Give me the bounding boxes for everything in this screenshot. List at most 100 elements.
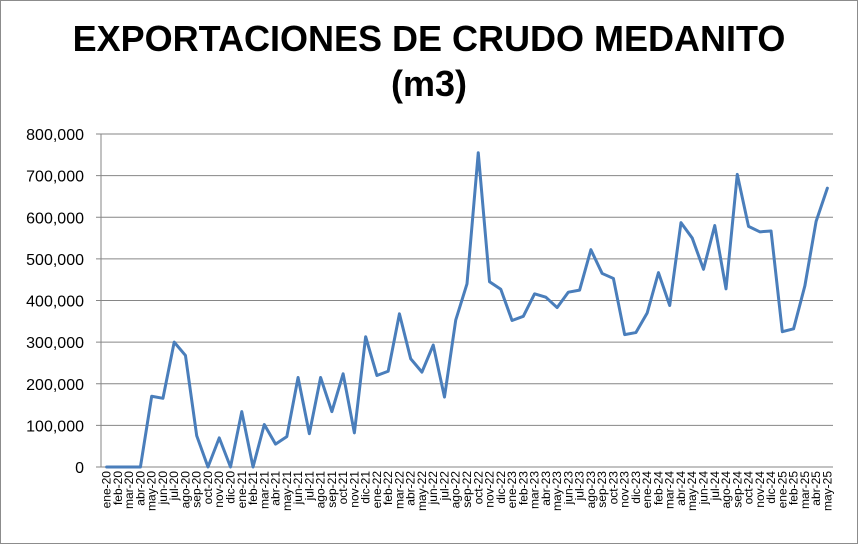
data-point — [116, 466, 119, 469]
y-tick-label: 400,000 — [26, 294, 84, 311]
data-point — [770, 229, 773, 232]
x-tick-label: jul-23 — [573, 471, 587, 502]
x-tick-label: nov-23 — [618, 471, 632, 508]
x-tick-label: abr-20 — [133, 471, 147, 506]
x-tick-label: nov-24 — [753, 471, 767, 508]
x-tick-label: ago-21 — [314, 471, 328, 509]
x-tick-label: abr-22 — [404, 471, 418, 506]
data-point — [252, 466, 255, 469]
data-point — [420, 371, 423, 374]
x-axis-tick-labels: ene-20feb-20mar-20abr-20may-20jun-20jul-… — [100, 471, 835, 511]
x-tick-label: nov-21 — [347, 471, 361, 508]
data-point — [308, 432, 311, 435]
x-tick-label: jul-20 — [167, 471, 181, 502]
x-tick-label: sep-23 — [595, 471, 609, 508]
data-point — [556, 306, 559, 309]
x-tick-label: oct-22 — [471, 471, 485, 505]
x-tick-label: may-25 — [820, 471, 834, 511]
data-point — [522, 315, 525, 318]
x-tick-label: oct-21 — [336, 471, 350, 505]
x-tick-label: oct-20 — [201, 471, 215, 505]
x-tick-label: ago-20 — [178, 471, 192, 509]
data-point — [342, 372, 345, 375]
x-tick-label: nov-20 — [212, 471, 226, 508]
data-point — [139, 466, 142, 469]
x-tick-label: sep-20 — [190, 471, 204, 508]
y-tick-label: 500,000 — [26, 252, 84, 269]
x-tick-label: jun-22 — [426, 471, 440, 506]
data-point — [668, 304, 671, 307]
data-point — [578, 289, 581, 292]
x-tick-label: nov-22 — [483, 471, 497, 508]
data-point — [499, 288, 502, 291]
data-point — [274, 443, 277, 446]
chart-title: EXPORTACIONES DE CRUDO MEDANITO (m3) — [0, 16, 858, 106]
data-point — [533, 292, 536, 295]
x-tick-label: feb-25 — [787, 471, 801, 505]
data-point — [634, 331, 637, 334]
x-tick-label: abr-21 — [269, 471, 283, 506]
data-point — [173, 341, 176, 344]
y-tick-label: 300,000 — [26, 335, 84, 352]
x-tick-label: abr-23 — [539, 471, 553, 506]
x-tick-label: may-23 — [550, 471, 564, 511]
data-point — [691, 237, 694, 240]
x-tick-label: ene-23 — [505, 471, 519, 509]
data-point — [387, 370, 390, 373]
x-tick-label: feb-21 — [246, 471, 260, 505]
x-tick-label: dic-23 — [629, 471, 643, 504]
data-point — [398, 312, 401, 315]
chart-title-main: EXPORTACIONES DE CRUDO MEDANITO — [72, 18, 786, 59]
x-tick-label: mar-24 — [663, 471, 677, 509]
x-tick-label: ene-22 — [370, 471, 384, 509]
data-point — [229, 466, 232, 469]
data-point — [713, 224, 716, 227]
x-tick-label: may-22 — [415, 471, 429, 511]
data-point — [184, 354, 187, 357]
data-point — [679, 221, 682, 224]
data-point — [330, 410, 333, 413]
data-point — [567, 291, 570, 294]
x-tick-label: jul-21 — [302, 471, 316, 502]
data-point — [364, 335, 367, 338]
data-point — [702, 268, 705, 271]
data-point — [240, 410, 243, 413]
x-tick-label: jul-22 — [437, 471, 451, 502]
data-point — [454, 319, 457, 322]
data-point — [792, 327, 795, 330]
y-axis-tick-labels: 0 100,000 200,000 300,000 400,000 500,000 600,… — [26, 127, 84, 477]
x-tick-label: feb-20 — [111, 471, 125, 505]
data-point — [589, 248, 592, 251]
x-tick-label: abr-25 — [809, 471, 823, 506]
x-tick-label: dic-22 — [494, 471, 508, 504]
x-tick-label: sep-24 — [730, 471, 744, 508]
x-tick-label: dic-21 — [359, 471, 373, 504]
x-tick-label: oct-23 — [606, 471, 620, 505]
x-tick-label: ago-23 — [584, 471, 598, 509]
x-tick-label: oct-24 — [742, 471, 756, 505]
x-tick-label: mar-25 — [798, 471, 812, 509]
data-point — [150, 395, 153, 398]
x-tick-label: feb-22 — [381, 471, 395, 505]
x-tick-label: dic-24 — [764, 471, 778, 504]
y-tick-label: 800,000 — [26, 127, 84, 144]
data-point — [657, 271, 660, 274]
data-point — [285, 435, 288, 438]
data-point — [488, 280, 491, 283]
series-layer — [105, 151, 829, 469]
series-line — [105, 151, 829, 469]
data-point — [511, 319, 514, 322]
data-point — [466, 282, 469, 285]
data-point — [646, 311, 649, 314]
gridlines — [101, 133, 833, 426]
y-tick-label: 600,000 — [26, 210, 84, 227]
x-tick-label: ene-21 — [235, 471, 249, 509]
x-tick-label: sep-21 — [325, 471, 339, 508]
data-point — [432, 344, 435, 347]
data-point — [601, 272, 604, 275]
x-tick-label: may-21 — [280, 471, 294, 511]
x-tick-label: dic-20 — [224, 471, 238, 504]
data-point — [319, 376, 322, 379]
data-point — [206, 466, 209, 469]
